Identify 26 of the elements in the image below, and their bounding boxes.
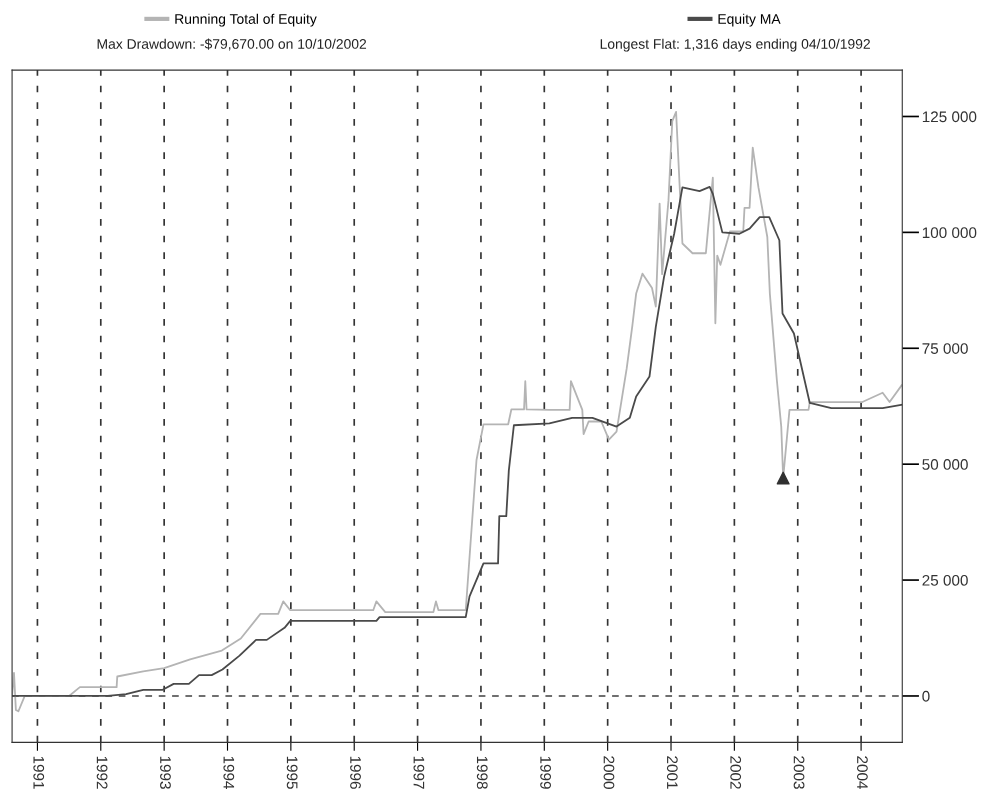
text: Longest Flat: 1,316 days ending 04/10/1992	[600, 38, 870, 52]
x-tick-label: 1993	[160, 756, 171, 789]
x-tick-label: 2000	[603, 756, 615, 789]
legend-label: Equity MA	[718, 13, 781, 27]
x-tick-label: 1992	[96, 756, 108, 789]
x-tick-label: 2003	[793, 756, 805, 789]
x-tick-label: 1991	[33, 756, 45, 789]
x-tick-label: 2001	[666, 756, 678, 789]
x-tick-label: 2004	[856, 756, 868, 790]
x-tick-label: 1994	[223, 756, 235, 790]
x-tick-label: 1998	[476, 756, 488, 789]
x-tick-label: 2002	[730, 756, 742, 789]
y-tick-label: 25 000	[922, 574, 968, 586]
y-tick-label: 125 000	[922, 111, 977, 123]
y-tick-label: 50 000	[922, 459, 968, 470]
x-tick-label: 1996	[350, 756, 361, 789]
x-tick-label: 1997	[413, 756, 425, 789]
x-tick-label: 1995	[286, 756, 298, 789]
legend-label: Running Total of Equity	[175, 13, 317, 27]
text: Max Drawdown: -$79,670.00 on 10/10/2002	[97, 38, 367, 51]
line-series	[12, 110, 903, 713]
line-series	[12, 186, 903, 697]
x-tick-label: 1999	[540, 756, 552, 789]
y-tick-label: 100 000	[922, 227, 977, 239]
y-tick-label: 75 000	[922, 343, 968, 354]
y-tick-label: 0	[922, 690, 930, 702]
